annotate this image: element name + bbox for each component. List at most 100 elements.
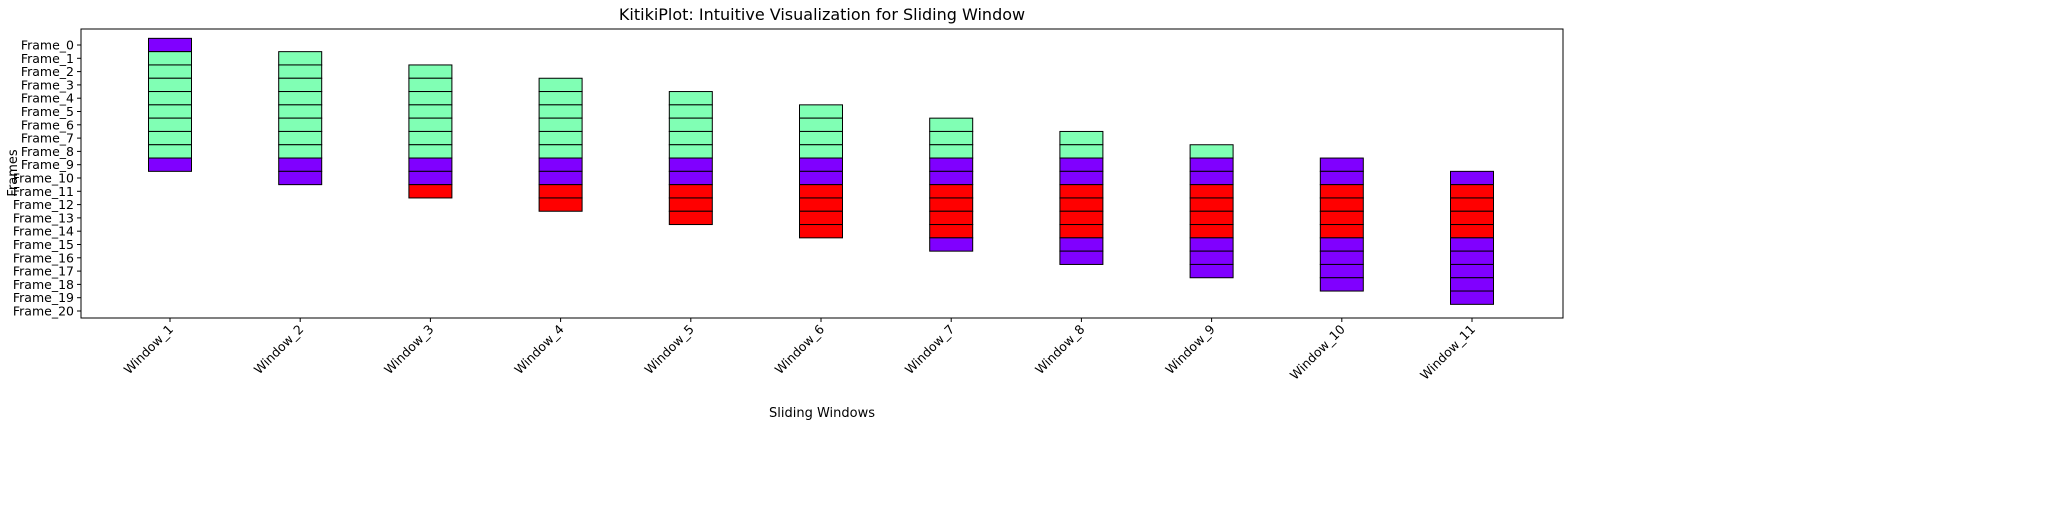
cell-Window_8-Frame_14 [1059,224,1104,239]
cell-Window_1-Frame_0 [148,37,192,53]
cell-Window_11-Frame_18 [1450,277,1494,292]
y-axis: Frame_0Frame_1Frame_2Frame_3Frame_4Frame… [13,38,81,319]
cell-Window_9-Frame_17 [1189,263,1234,279]
cell-Window_5-Frame_13 [668,210,713,226]
cell-Window_3-Frame_7 [408,130,453,146]
cell-Window_10-Frame_16 [1319,250,1364,265]
cell-Window_2-Frame_1 [278,51,323,66]
cell-Window_10-Frame_14 [1319,224,1364,239]
y-tick-label: Frame_18 [13,277,74,292]
cell-Window_6-Frame_5 [799,104,843,119]
cell-Window_8-Frame_10 [1059,170,1104,186]
cell-Window_10-Frame_15 [1319,237,1364,252]
cell-Window_2-Frame_2 [278,64,323,79]
cell-Window_1-Frame_4 [148,91,192,106]
y-tick-label: Frame_8 [21,144,74,159]
cell-Window_1-Frame_2 [148,64,192,79]
cell-Window_3-Frame_4 [408,91,453,106]
cell-Window_2-Frame_5 [278,104,323,119]
cell-Window_3-Frame_10 [408,170,453,186]
x-tick-label: Window_4 [511,321,567,377]
cell-Window_2-Frame_3 [278,77,323,93]
cell-Window_7-Frame_10 [929,170,974,186]
cell-Window_9-Frame_8 [1189,144,1234,159]
cell-Window_4-Frame_3 [538,77,583,93]
y-tick-label: Frame_0 [21,38,74,53]
cell-Window_6-Frame_8 [799,144,843,159]
y-tick-label: Frame_15 [13,237,74,252]
y-tick-label: Frame_1 [21,51,74,66]
cell-Window_9-Frame_16 [1189,250,1234,265]
cell-Window_5-Frame_6 [668,117,713,132]
cell-Window_9-Frame_14 [1189,224,1234,239]
cell-Window_4-Frame_9 [538,157,583,172]
cell-Window_6-Frame_7 [799,130,843,146]
cell-Window_7-Frame_15 [929,237,974,252]
cell-Window_7-Frame_13 [929,210,974,226]
cell-Window_11-Frame_17 [1450,263,1494,279]
cell-Window_1-Frame_9 [148,157,192,172]
cell-Window_11-Frame_13 [1450,210,1494,226]
plot-area [80,28,1564,319]
cell-Window_8-Frame_11 [1059,184,1104,199]
cell-Window_1-Frame_7 [148,130,192,146]
cell-Window_1-Frame_8 [148,144,192,159]
cell-Window_11-Frame_12 [1450,197,1494,212]
cell-Window_3-Frame_11 [408,184,453,199]
x-axis: Window_1 Window_2 Window_3 Window_4 Window_5… [121,318,1478,383]
cell-Window_5-Frame_4 [668,91,713,106]
cell-Window_2-Frame_10 [278,170,323,186]
cell-Window_3-Frame_8 [408,144,453,159]
cell-Window_9-Frame_10 [1189,170,1234,186]
cell-Window_8-Frame_8 [1059,144,1104,159]
cell-Window_5-Frame_11 [668,184,713,199]
cell-Window_6-Frame_9 [799,157,843,172]
cell-Window_1-Frame_6 [148,117,192,132]
cell-Window_3-Frame_5 [408,104,453,119]
cell-Window_2-Frame_8 [278,144,323,159]
cell-Window_5-Frame_7 [668,130,713,146]
y-axis-label: Frames [6,149,21,197]
y-tick-label: Frame_10 [13,171,74,186]
cell-Window_10-Frame_13 [1319,210,1364,226]
cell-Window_8-Frame_12 [1059,197,1104,212]
cell-Window_4-Frame_11 [538,184,583,199]
x-tick-label: Window_7 [902,322,958,378]
x-tick-label: Window_9 [1162,321,1218,377]
cell-Window_10-Frame_10 [1319,170,1364,186]
cell-Window_10-Frame_9 [1319,157,1364,172]
cell-Window_10-Frame_11 [1319,184,1364,199]
cell-Window_2-Frame_7 [278,130,323,146]
cell-Window_10-Frame_18 [1319,277,1364,292]
cell-Window_8-Frame_7 [1059,130,1104,146]
cell-Window_5-Frame_12 [668,197,713,212]
cell-Window_9-Frame_13 [1189,210,1234,226]
cell-Window_7-Frame_12 [929,197,974,212]
cell-Window_8-Frame_16 [1059,250,1104,265]
cell-Window_6-Frame_11 [799,184,843,199]
cell-Window_1-Frame_1 [148,51,192,66]
x-tick-label: Window_1 [121,322,177,378]
cell-Window_11-Frame_10 [1450,170,1494,186]
y-tick-label: Frame_6 [21,117,74,132]
y-tick-label: Frame_4 [21,91,74,106]
cell-Window_6-Frame_13 [799,210,843,226]
y-tick-label: Frame_20 [13,304,74,319]
cell-Window_9-Frame_9 [1189,157,1234,172]
y-tick-label: Frame_7 [21,131,74,146]
cell-Window_11-Frame_16 [1450,250,1494,265]
x-tick-label: Window_8 [1032,321,1088,377]
cell-Window_8-Frame_9 [1059,157,1104,172]
y-tick-label: Frame_13 [13,210,74,225]
cell-Window_10-Frame_17 [1319,263,1364,279]
cell-Window_4-Frame_7 [538,130,583,146]
x-tick-label: Window_11 [1417,322,1478,383]
cell-Window_4-Frame_4 [538,91,583,106]
y-tick-label: Frame_9 [21,157,74,172]
cell-Window_11-Frame_15 [1450,237,1494,252]
y-tick-label: Frame_16 [13,250,74,265]
cell-Window_3-Frame_3 [408,77,453,93]
cell-Window_4-Frame_5 [538,104,583,119]
y-tick-label: Frame_11 [13,184,74,199]
